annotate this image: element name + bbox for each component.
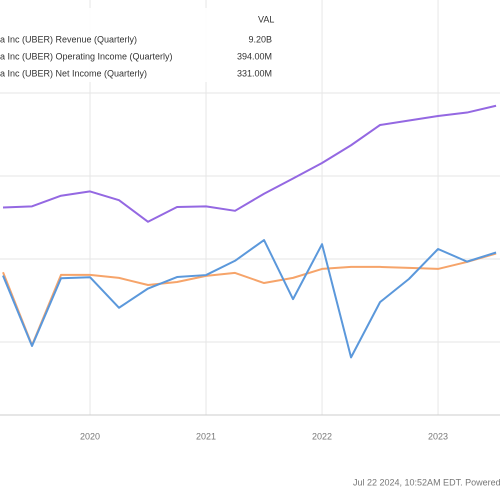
x-tick-label: 2022 (312, 431, 332, 441)
lines (2, 104, 497, 359)
legend-entry: a Inc (UBER) Operating Income (Quarterly… (0, 51, 173, 61)
series-line (2, 252, 497, 347)
legend-value: 394.00M (237, 51, 272, 61)
legend-value: 9.20B (248, 34, 272, 44)
series-line (2, 239, 497, 359)
footer: Jul 22 2024, 10:52AM EDT. Powered (353, 477, 500, 487)
legend-box (0, 8, 280, 82)
x-tick-label: 2023 (428, 431, 448, 441)
legend-header: VAL (258, 14, 274, 24)
x-tick-label: 2020 (80, 431, 100, 441)
grid: 2020 2021 2022 2023 (0, 0, 500, 441)
legend-entry: a Inc (UBER) Revenue (Quarterly) (0, 34, 137, 44)
legend: VAL a Inc (UBER) Revenue (Quarterly) 9.20… (0, 8, 280, 82)
legend-value: 331.00M (237, 68, 272, 78)
series-line (2, 104, 497, 223)
x-tick-label: 2021 (196, 431, 216, 441)
legend-entry: a Inc (UBER) Net Income (Quarterly) (0, 68, 147, 78)
